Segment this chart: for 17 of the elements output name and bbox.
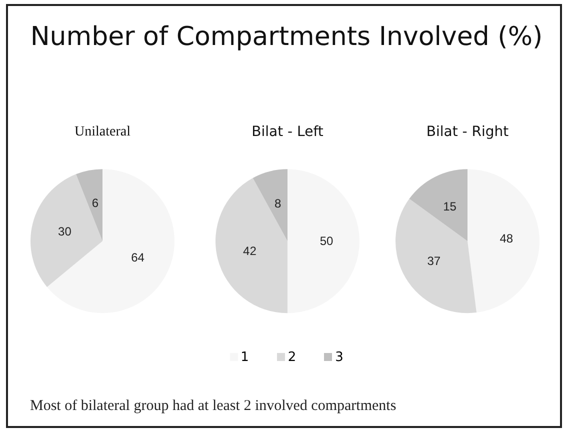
data-label: 64	[131, 250, 145, 265]
data-label: 37	[427, 254, 441, 268]
chart-title: Number of Compartments Involved (%)	[29, 21, 544, 54]
chart-subtitle: Bilat - Left	[252, 124, 324, 140]
data-label: 8	[274, 196, 282, 210]
legend-label: 2	[286, 350, 296, 365]
data-label: 42	[243, 244, 257, 258]
legend-label: 3	[334, 350, 344, 365]
chart-subtitle: Unilateral	[74, 124, 131, 140]
text: Most of bilateral group had at least 2 involved compartments	[30, 398, 398, 415]
data-label: 30	[58, 224, 72, 238]
data-label: 6	[92, 196, 99, 210]
data-label: 15	[443, 199, 457, 214]
data-label: 48	[500, 232, 514, 246]
chart-subtitle: Bilat - Right	[426, 124, 510, 140]
data-label: 50	[320, 234, 334, 248]
legend-label: 1	[240, 350, 249, 365]
